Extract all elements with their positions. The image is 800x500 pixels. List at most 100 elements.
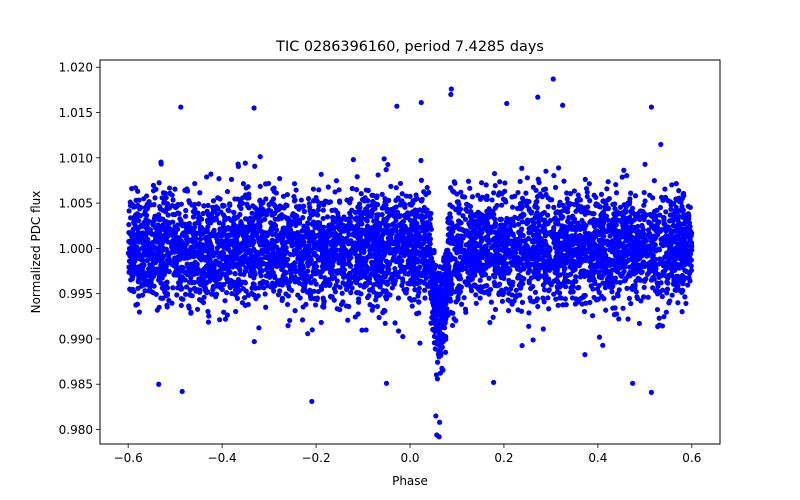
- data-point: [534, 210, 540, 216]
- data-point: [259, 268, 265, 274]
- data-point: [213, 294, 219, 300]
- data-point: [668, 202, 674, 208]
- data-point: [594, 243, 600, 249]
- data-point: [605, 179, 611, 185]
- data-point: [156, 180, 162, 186]
- data-point: [503, 262, 509, 268]
- data-point: [519, 299, 526, 305]
- data-point: [484, 215, 490, 222]
- data-point: [541, 230, 548, 236]
- data-point: [571, 219, 577, 225]
- data-point: [596, 273, 602, 279]
- data-point: [400, 333, 406, 340]
- data-point: [242, 160, 248, 166]
- data-point: [318, 283, 324, 290]
- data-point: [456, 236, 463, 242]
- data-point: [540, 251, 547, 257]
- data-point: [295, 292, 301, 298]
- data-point: [182, 291, 189, 297]
- data-point: [416, 285, 422, 291]
- data-point: [528, 298, 534, 304]
- data-point: [606, 196, 612, 202]
- data-point: [395, 328, 402, 334]
- data-point: [244, 245, 250, 251]
- data-point: [411, 243, 417, 249]
- data-point: [244, 216, 251, 222]
- data-point: [312, 302, 319, 308]
- data-point: [252, 211, 258, 217]
- data-point: [686, 275, 692, 281]
- data-point: [516, 205, 523, 211]
- data-point: [593, 263, 600, 269]
- data-point: [210, 283, 217, 290]
- data-point: [655, 283, 661, 290]
- data-point: [407, 281, 413, 287]
- data-point: [591, 278, 598, 284]
- data-point: [538, 236, 544, 242]
- data-point: [645, 227, 652, 233]
- data-point: [464, 262, 471, 269]
- data-point: [358, 191, 364, 197]
- data-point: [456, 268, 462, 274]
- data-point: [245, 292, 252, 298]
- data-point: [607, 233, 613, 239]
- data-point: [504, 247, 510, 253]
- data-point: [173, 261, 179, 267]
- data-point: [240, 286, 246, 292]
- data-point: [632, 193, 639, 199]
- data-point: [279, 297, 285, 303]
- data-point: [326, 233, 333, 239]
- data-point: [349, 226, 355, 232]
- data-point: [303, 301, 309, 307]
- data-point: [166, 185, 173, 191]
- data-point: [337, 198, 343, 204]
- data-point: [355, 223, 361, 229]
- data-point: [320, 207, 326, 213]
- data-point: [260, 278, 266, 285]
- data-point: [379, 205, 385, 211]
- data-point: [487, 287, 493, 293]
- data-point: [275, 292, 282, 298]
- data-point: [367, 247, 373, 253]
- data-point: [336, 187, 342, 193]
- data-point: [642, 198, 648, 204]
- data-point: [600, 342, 606, 348]
- data-point: [408, 225, 414, 232]
- data-point: [163, 246, 169, 252]
- data-point: [255, 293, 261, 299]
- data-point: [385, 161, 391, 168]
- data-point: [551, 172, 557, 179]
- data-point: [158, 295, 164, 301]
- data-point: [379, 220, 385, 226]
- data-point: [251, 246, 257, 252]
- data-point: [473, 300, 479, 306]
- data-point: [308, 273, 314, 280]
- data-point: [497, 228, 503, 234]
- data-point: [686, 257, 692, 263]
- data-point: [424, 184, 430, 191]
- data-point: [150, 188, 157, 194]
- data-point: [135, 285, 141, 291]
- data-point: [681, 211, 687, 218]
- data-point: [490, 314, 496, 320]
- data-point: [228, 176, 235, 183]
- data-point: [402, 248, 409, 254]
- data-point: [665, 197, 671, 204]
- data-point: [129, 185, 135, 192]
- data-point: [381, 307, 387, 313]
- data-point: [246, 191, 252, 197]
- data-point: [408, 202, 415, 208]
- data-point: [155, 238, 161, 244]
- data-point: [158, 161, 164, 167]
- data-point: [621, 261, 627, 267]
- data-point: [477, 263, 483, 269]
- data-point: [272, 216, 278, 222]
- data-point: [337, 284, 343, 290]
- data-point: [277, 214, 284, 220]
- data-point: [621, 220, 627, 226]
- data-point: [566, 225, 572, 232]
- data-point: [282, 270, 288, 276]
- data-point: [478, 180, 485, 186]
- data-point: [469, 243, 475, 249]
- data-point: [459, 301, 465, 307]
